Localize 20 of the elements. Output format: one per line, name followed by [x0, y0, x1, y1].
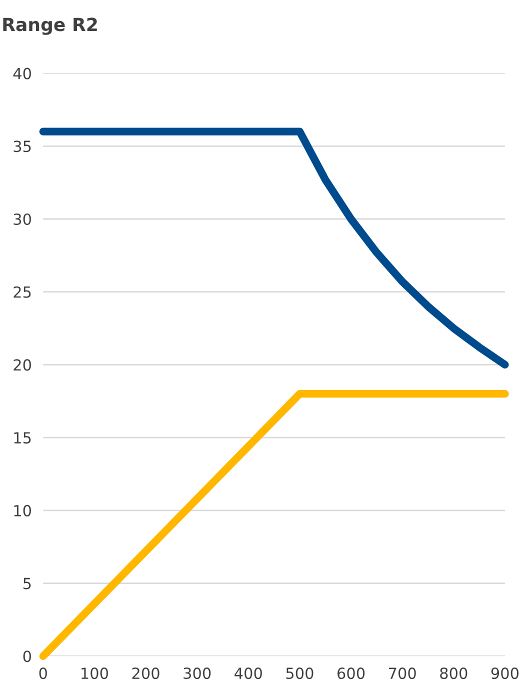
- y-tick-label: 25: [14, 286, 31, 298]
- x-tick-label: 900: [491, 668, 519, 680]
- y-tick-label: 0: [23, 650, 32, 662]
- x-tick-label: 500: [286, 668, 314, 680]
- y-tick-label: 5: [23, 578, 31, 590]
- x-tick-label: 700: [389, 668, 416, 680]
- x-tick-label: 300: [184, 668, 211, 680]
- x-tick-label: 0: [39, 668, 47, 680]
- y-tick-label: 15: [14, 432, 31, 444]
- x-tick-label: 200: [132, 668, 160, 680]
- y-tick-label: 10: [14, 504, 32, 516]
- x-tick-label: 800: [440, 668, 468, 680]
- x-tick-label: 100: [82, 668, 108, 680]
- y-tick-label: 35: [14, 140, 31, 152]
- chart-title: Range R2: [3, 18, 97, 35]
- x-tick-label: 600: [338, 668, 365, 680]
- y-tick-label: 20: [14, 359, 32, 371]
- y-tick-label: 40: [13, 68, 32, 80]
- y-tick-label: 30: [14, 213, 32, 226]
- x-tick-label: 400: [234, 668, 262, 680]
